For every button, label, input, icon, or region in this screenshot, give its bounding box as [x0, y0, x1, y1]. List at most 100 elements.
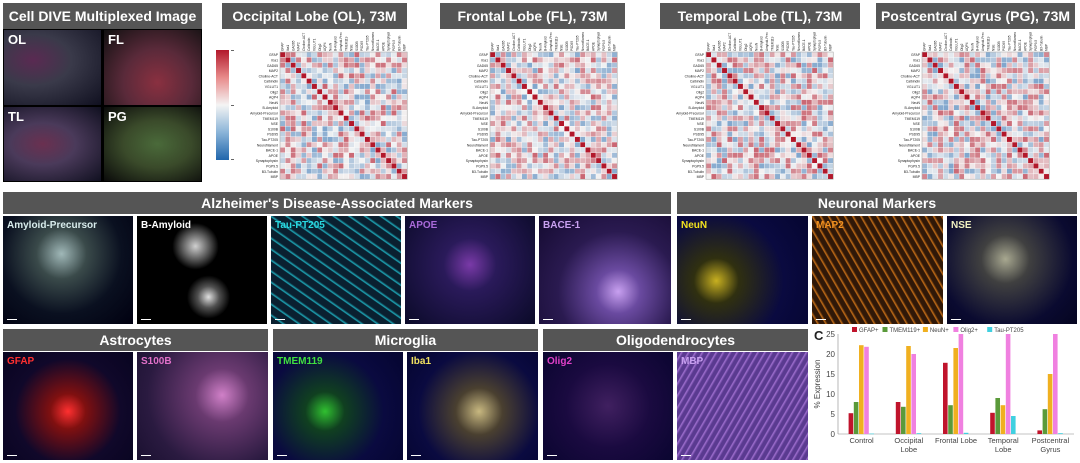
- matrix-col-label: Tau-PT205: [1008, 35, 1012, 51]
- legend-swatch: [882, 327, 888, 332]
- matrix-cell: [1022, 131, 1029, 137]
- matrix-cell: [343, 147, 350, 153]
- matrix-cell: [969, 147, 976, 153]
- matrix-cell: [385, 141, 392, 148]
- matrix-cell: [705, 126, 712, 132]
- matrix-cell: [590, 115, 597, 122]
- matrix-cell: [980, 141, 986, 148]
- panel-label-iba1: Iba1: [411, 356, 432, 367]
- matrix-cell: [516, 152, 522, 159]
- matrix-cell: [943, 141, 949, 148]
- matrix-cell: [827, 88, 834, 95]
- matrix-cell: [806, 115, 813, 122]
- matrix-cell: [742, 163, 749, 169]
- matrix-cell: [742, 168, 749, 175]
- matrix-cell: [553, 126, 560, 132]
- matrix-cell: [375, 110, 381, 116]
- bar: [953, 348, 958, 434]
- matrix-cell: [822, 131, 829, 137]
- matrix-cell: [817, 126, 823, 132]
- matrix-cell: [343, 141, 350, 148]
- matrix-cell: [338, 67, 344, 74]
- matrix-cell: [1027, 57, 1034, 63]
- matrix-cell: [1038, 173, 1045, 180]
- matrix-cell: [279, 57, 286, 63]
- matrix-cell: [780, 51, 786, 58]
- matrix-cell: [943, 163, 949, 169]
- matrix-cell: [391, 173, 397, 180]
- matrix-cell: [964, 67, 970, 74]
- matrix-cell: [338, 115, 344, 122]
- matrix-cell: [964, 99, 970, 106]
- matrix-cell: [932, 120, 939, 127]
- matrix-cell: [532, 173, 538, 180]
- panel-tau-pt205: Tau-PT205: [271, 216, 401, 324]
- matrix-cell: [595, 104, 602, 111]
- matrix-cell: [369, 163, 376, 169]
- matrix-row-label: PSD95: [909, 133, 920, 137]
- matrix-cell: [1006, 141, 1013, 148]
- matrix-cell: [1038, 147, 1045, 153]
- matrix-cell: [985, 141, 992, 148]
- matrix-cell: [1038, 94, 1045, 100]
- matrix-cell: [385, 51, 392, 58]
- matrix-cell: [489, 163, 496, 169]
- matrix-cell: [564, 110, 570, 116]
- matrix-cell: [753, 104, 760, 111]
- matrix-cell: [937, 78, 944, 84]
- matrix-cell: [742, 120, 749, 127]
- matrix-cell: [548, 126, 554, 132]
- matrix-cell: [727, 51, 733, 58]
- bar: [895, 402, 901, 434]
- matrix-cell: [359, 51, 365, 58]
- matrix-cell: [348, 88, 355, 95]
- matrix-cell: [990, 152, 997, 159]
- matrix-cell: [279, 147, 286, 153]
- matrix-cell: [611, 78, 618, 84]
- matrix-cell: [295, 131, 302, 137]
- matrix-cell: [327, 57, 334, 63]
- matrix-cell: [1011, 88, 1018, 95]
- matrix-cell: [780, 157, 786, 164]
- matrix-cell: [396, 73, 403, 79]
- matrix-cell: [742, 83, 749, 90]
- matrix-cell: [1011, 78, 1018, 84]
- matrix-cell: [290, 120, 297, 127]
- matrix-row-label: Olig2: [480, 90, 488, 94]
- matrix-cell: [380, 126, 387, 132]
- matrix-cell: [375, 115, 381, 122]
- matrix-cell: [332, 173, 339, 180]
- matrix-cell: [927, 67, 933, 74]
- matrix-cell: [532, 83, 538, 90]
- matrix-cell: [338, 136, 344, 143]
- bar: [869, 433, 874, 435]
- matrix-row-label: VGLUT1: [907, 85, 920, 89]
- matrix-cell: [822, 126, 829, 132]
- matrix-cell: [521, 94, 528, 100]
- matrix-cell: [996, 126, 1002, 132]
- matrix-cell: [322, 104, 328, 111]
- matrix-cell: [290, 157, 297, 164]
- matrix-cell: [354, 152, 360, 159]
- matrix-cell: [521, 126, 528, 132]
- scale-bar: [141, 319, 151, 320]
- matrix-row-label: AQP4: [479, 96, 488, 100]
- matrix-cell: [548, 104, 554, 111]
- matrix-cell: [396, 152, 403, 159]
- matrix-cell: [354, 83, 360, 90]
- matrix-cell: [311, 94, 318, 100]
- matrix-cell: [359, 147, 365, 153]
- matrix-cell: [985, 104, 992, 111]
- matrix-cell: [817, 131, 823, 137]
- matrix-cell: [1043, 152, 1050, 159]
- matrix-cell: [553, 57, 560, 63]
- matrix-cell: [322, 168, 328, 175]
- matrix-cell: [817, 67, 823, 74]
- matrix-cell: [980, 131, 986, 137]
- matrix-cell: [595, 94, 602, 100]
- matrix-cell: [391, 163, 397, 169]
- matrix-cell: [375, 73, 381, 79]
- matrix-cell: [285, 62, 291, 69]
- matrix-cell: [769, 51, 776, 58]
- matrix-cell: [511, 141, 517, 148]
